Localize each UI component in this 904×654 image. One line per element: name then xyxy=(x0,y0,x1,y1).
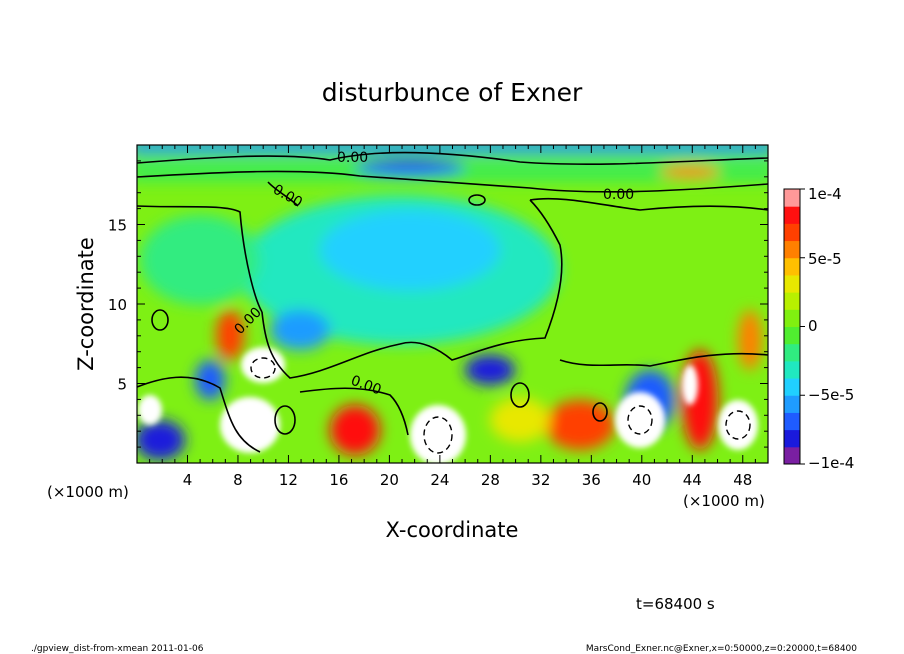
negative-contours xyxy=(250,357,751,454)
colorbar-segment xyxy=(784,189,800,207)
white-region-6 xyxy=(682,365,698,405)
heatmap-plot-area: 0.00 0.00 0.00 0.00 0.00 xyxy=(137,145,768,463)
colorbar xyxy=(784,188,805,465)
field-mid-blue xyxy=(270,310,330,350)
contour-loop-1 xyxy=(267,181,299,207)
contour-upper xyxy=(137,170,768,193)
heatmap-saturated-regions xyxy=(138,347,758,463)
colorbar-segment xyxy=(784,343,800,362)
x-axis-unit: (×1000 m) xyxy=(683,492,765,510)
contour-mid xyxy=(261,199,563,379)
contour-loop-4 xyxy=(510,382,530,408)
x-tick-label: 16 xyxy=(329,471,348,489)
footer-left: ./gpview_dist-from-xmean 2011-01-06 xyxy=(31,644,204,654)
footer-right: MarsCond_Exner.nc@Exner,x=0:50000,z=0:20… xyxy=(586,644,857,654)
field-right-blue xyxy=(465,355,515,385)
colorbar-tick-label: 5e-5 xyxy=(808,250,842,268)
field-red-left xyxy=(216,310,244,360)
zero-contours xyxy=(137,151,768,453)
contour-label: 0.00 xyxy=(603,187,634,203)
contour-top xyxy=(137,151,768,165)
x-tick-label: 48 xyxy=(733,471,752,489)
colorbar-labels: 1e-4 5e-5 0 −5e-5 −1e-4 xyxy=(808,185,854,472)
x-tick-label: 20 xyxy=(380,471,399,489)
field-red-low-4 xyxy=(738,310,762,370)
colorbar-segment xyxy=(784,429,800,448)
colorbar-tick-label: −5e-5 xyxy=(808,386,854,404)
y-tick-label: 5 xyxy=(117,376,127,394)
field-red-low-2 xyxy=(545,400,615,450)
colorbar-segment xyxy=(784,274,800,293)
contour-right xyxy=(529,197,768,211)
y-axis-unit: (×1000 m) xyxy=(47,483,129,501)
dashed-contour-4 xyxy=(725,410,751,440)
x-tick-label: 4 xyxy=(183,471,193,489)
x-tick-label: 32 xyxy=(531,471,550,489)
colorbar-segment xyxy=(784,309,800,327)
x-tick-label: 36 xyxy=(582,471,601,489)
contour-loop-5 xyxy=(151,309,169,331)
dashed-contour-2 xyxy=(423,416,453,454)
field-blue-low-1 xyxy=(137,420,185,460)
colorbar-segment xyxy=(784,292,800,310)
field-orange-core-high xyxy=(660,166,720,178)
colorbar-segment xyxy=(784,240,800,259)
x-axis: 4 8 12 16 20 24 28 32 36 40 44 48 xyxy=(149,145,756,489)
colorbar-segment xyxy=(784,257,800,276)
field-yellow-low xyxy=(490,398,550,442)
y-axis: 5 10 15 xyxy=(108,160,768,448)
white-region-3 xyxy=(410,405,466,463)
white-region-7 xyxy=(138,395,162,425)
time-label: t=68400 s xyxy=(636,595,715,613)
x-axis-label: X-coordinate xyxy=(386,518,519,542)
colorbar-frame xyxy=(783,188,801,465)
colorbar-segment xyxy=(784,446,800,465)
contour-lower-mid xyxy=(299,387,409,436)
heatmap-field-blobs xyxy=(137,145,768,460)
x-tick-label: 28 xyxy=(481,471,500,489)
x-tick-label: 24 xyxy=(430,471,449,489)
contour-dome xyxy=(137,205,263,313)
colorbar-tick-label: 1e-4 xyxy=(808,185,842,203)
colorbar-tick-label: −1e-4 xyxy=(808,454,854,472)
white-region-5 xyxy=(718,400,758,450)
dashed-contour-3 xyxy=(627,405,653,435)
y-tick-label: 10 xyxy=(108,296,127,314)
colorbar-tick-label: 0 xyxy=(808,317,818,335)
contour-lower-right xyxy=(559,352,768,367)
colorbar-segment xyxy=(784,360,800,379)
field-central-cyan-core xyxy=(320,210,500,290)
x-tick-label: 44 xyxy=(683,471,702,489)
field-blue-core-high xyxy=(355,160,465,176)
colorbar-segment xyxy=(784,395,800,413)
colorbar-segment xyxy=(784,412,800,431)
chart-title: disturbunce of Exner xyxy=(322,78,583,107)
x-tick-label: 40 xyxy=(632,471,651,489)
colorbar-segment xyxy=(784,223,800,242)
white-region-4 xyxy=(615,392,665,448)
field-top-cyan-band xyxy=(137,145,768,154)
white-region-1 xyxy=(241,347,285,383)
y-axis-label: Z-coordinate xyxy=(74,237,98,371)
field-left-cyan xyxy=(140,215,260,305)
contour-loop-6 xyxy=(592,402,608,422)
field-red-low-1 xyxy=(330,405,380,455)
contour-loop-3 xyxy=(274,405,296,435)
colorbar-segment xyxy=(784,326,800,345)
field-blue-low-2 xyxy=(195,360,225,400)
contour-label: 0.00 xyxy=(337,150,368,166)
white-region-2 xyxy=(220,397,280,453)
y-tick-label: 15 xyxy=(108,217,127,235)
dashed-contour-1 xyxy=(250,357,276,379)
contour-loop-2 xyxy=(468,194,486,206)
x-tick-label: 12 xyxy=(279,471,298,489)
colorbar-segment xyxy=(784,206,800,224)
contour-lower-left xyxy=(137,376,261,453)
colorbar-segment xyxy=(784,378,800,396)
x-tick-label: 8 xyxy=(233,471,243,489)
